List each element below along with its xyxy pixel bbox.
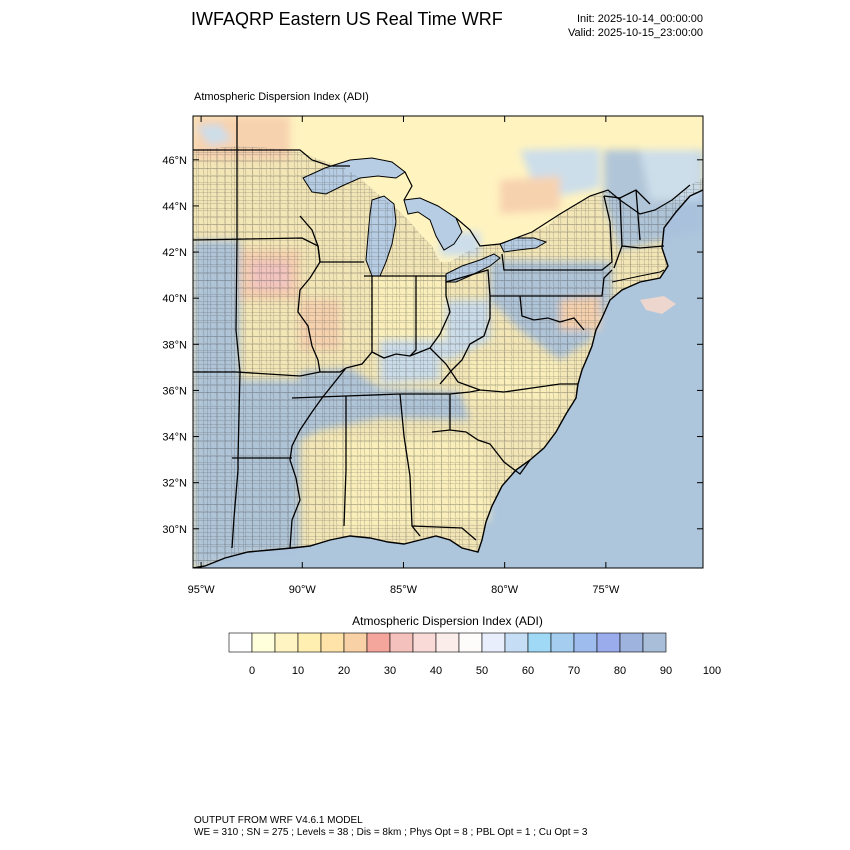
model-info-line2: WE = 310 ; SN = 275 ; Levels = 38 ; Dis …	[194, 827, 588, 838]
map-field	[193, 116, 703, 568]
colorbar-swatch	[343, 632, 368, 653]
state-line	[371, 282, 451, 359]
colorbar-tick-label: 90	[660, 665, 672, 677]
colorbar-swatch	[389, 632, 414, 653]
colorbar-swatch	[435, 632, 460, 653]
colorbar-swatch	[274, 632, 299, 653]
colorbar-tick-label: 0	[249, 665, 255, 677]
state-line	[372, 275, 417, 357]
offshore-patch	[640, 296, 676, 314]
colorbar-title: Atmospheric Dispersion Index (ADI)	[352, 614, 543, 628]
colorbar-tick-label: 60	[522, 665, 534, 677]
colorbar-swatch	[251, 632, 276, 653]
gulf-of-mexico	[193, 536, 484, 568]
us-canada-border	[193, 149, 691, 247]
lon-label: 95°W	[188, 584, 216, 596]
state-line	[317, 245, 364, 263]
lon-label: 75°W	[592, 584, 620, 596]
adi-patch	[196, 124, 232, 146]
colorbar-swatch	[320, 632, 345, 653]
chart-title: IWFAQRP Eastern US Real Time WRF	[191, 9, 503, 29]
colorbar-swatch	[481, 632, 506, 653]
colorbar-swatch	[642, 632, 667, 653]
plot-title: Atmospheric Dispersion Index (ADI)	[194, 91, 369, 103]
state-line	[501, 195, 613, 271]
lat-label: 30°N	[162, 524, 187, 536]
state-line	[231, 116, 241, 549]
lat-label: 32°N	[162, 478, 187, 490]
latitude-axis: 46°N 44°N 42°N 40°N 38°N 36°N 34°N 32°N 30°N	[162, 155, 703, 536]
lon-label: 85°W	[390, 584, 418, 596]
state-line	[399, 393, 421, 537]
colorbar-swatch	[550, 632, 575, 653]
colorbar-tick-label: 50	[476, 665, 488, 677]
colorbar-tick-label: 40	[430, 665, 442, 677]
state-line	[519, 295, 585, 331]
colorbar-swatch	[297, 632, 322, 653]
colorbar-swatch	[458, 632, 483, 653]
coastline	[193, 189, 703, 568]
colorbar-swatch	[504, 632, 529, 653]
state-line	[429, 347, 578, 393]
long-island	[611, 269, 665, 283]
colorbar-tick-label: 10	[292, 665, 304, 677]
model-info-line1: OUTPUT FROM WRF V4.6.1 MODEL	[194, 815, 363, 826]
lon-label: 80°W	[491, 584, 519, 596]
colorbar-tick-label: 70	[568, 665, 580, 677]
colorbar-swatch	[596, 632, 621, 653]
lake-huron	[403, 197, 463, 251]
state-line	[297, 215, 321, 373]
colorbar-tick-label: 80	[614, 665, 626, 677]
colorbar-swatch	[527, 632, 552, 653]
state-line	[411, 525, 477, 541]
map-frame	[192, 115, 704, 569]
state-line	[603, 189, 651, 205]
colorbar-swatch	[573, 632, 598, 653]
state-line	[193, 367, 347, 377]
adi-patch	[500, 176, 560, 214]
colorbar-swatch	[619, 632, 644, 653]
adi-patch	[640, 150, 700, 200]
lat-label: 42°N	[162, 247, 187, 259]
colorbar: 0 10 20 30 40 50 60 70 80 90 100	[228, 632, 721, 677]
colorbar-swatch	[412, 632, 437, 653]
colorbar-swatch	[366, 632, 391, 653]
state-line	[193, 237, 319, 247]
longitude-axis: 95°W 90°W 85°W 80°W 75°W	[188, 116, 620, 596]
colorbar-tick-label: 20	[338, 665, 350, 677]
lat-label: 34°N	[162, 432, 187, 444]
colorbar-swatch	[228, 632, 253, 653]
lat-label: 46°N	[162, 155, 187, 167]
state-line	[490, 269, 613, 297]
state-boundaries	[193, 116, 665, 549]
colorbar-tick-label: 100	[703, 665, 721, 677]
state-line	[619, 197, 665, 249]
state-line	[291, 389, 481, 399]
valid-time: Valid: 2025-10-15_23:00:00	[568, 27, 703, 39]
state-line	[431, 429, 531, 475]
lon-label: 90°W	[289, 584, 317, 596]
state-line	[613, 245, 623, 269]
init-time: Init: 2025-10-14_00:00:00	[577, 13, 703, 25]
lat-label: 44°N	[162, 201, 187, 213]
state-line	[439, 296, 491, 385]
state-line	[343, 396, 347, 527]
colorbar-tick-label: 30	[384, 665, 396, 677]
state-line	[289, 367, 347, 549]
lat-label: 40°N	[162, 293, 187, 305]
lat-label: 38°N	[162, 339, 187, 351]
lat-label: 36°N	[162, 385, 187, 397]
model-info: OUTPUT FROM WRF V4.6.1 MODEL WE = 310 ; …	[194, 815, 587, 839]
state-line	[635, 189, 641, 241]
